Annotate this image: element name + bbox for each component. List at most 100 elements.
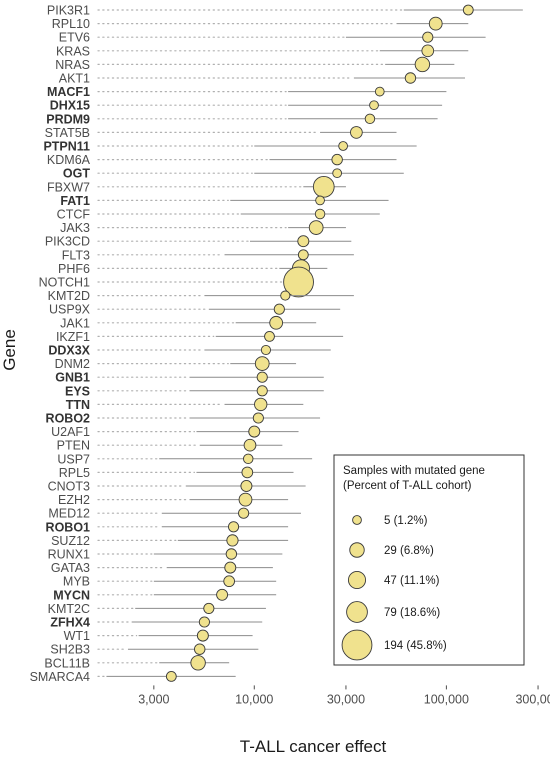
gene-label: RUNX1 (48, 548, 90, 562)
effect-point (198, 616, 210, 628)
effect-point (350, 126, 363, 139)
effect-point (254, 356, 270, 371)
effect-point (196, 629, 209, 642)
effect-point (297, 249, 309, 261)
gene-row: PIK3CD (45, 235, 352, 249)
gene-label: AKT1 (59, 72, 90, 86)
effect-point (256, 385, 268, 397)
gene-label: PTPN11 (43, 140, 90, 154)
effect-point (190, 655, 206, 671)
gene-row: DDX3X (48, 344, 331, 358)
gene-label: TTN (66, 398, 90, 412)
effect-point (428, 16, 443, 31)
gene-row: USP9X (49, 303, 341, 317)
gene-row: ETV6 (59, 31, 486, 45)
legend-swatch (349, 542, 365, 558)
effect-point (283, 266, 314, 298)
gene-label: IKZF1 (56, 330, 90, 344)
x-axis: 3,000 10,000 30,000 100,000 300,000 (138, 685, 550, 706)
gene-row: EYS (65, 384, 324, 398)
gene-row: USP7 (57, 452, 313, 466)
gene-label: FAT1 (60, 194, 90, 208)
effect-point (241, 466, 254, 479)
legend-entry-label: 194 (45.8%) (384, 640, 447, 652)
gene-row: PTEN (57, 439, 283, 453)
gene-row: FAT1 (60, 194, 389, 208)
effect-point (421, 44, 435, 58)
gene-label: DHX15 (50, 99, 90, 113)
gene-label: KRAS (56, 44, 90, 58)
gene-label: ETV6 (59, 31, 90, 45)
gene-row: ZFHX4 (50, 616, 263, 630)
gene-row: MED12 (48, 507, 301, 521)
gene-row: ROBO1 (46, 520, 289, 534)
gene-label: CTCF (57, 208, 91, 222)
gene-label: KMT2C (48, 602, 90, 616)
legend-swatch (341, 629, 373, 661)
gene-row: IKZF1 (56, 330, 344, 344)
effect-point (165, 671, 177, 682)
gene-row: PRDM9 (46, 112, 438, 126)
gene-row: DNM2 (55, 356, 297, 371)
gene-label: EYS (65, 384, 90, 398)
legend: Samples with mutated gene (Percent of T-A… (333, 454, 525, 666)
x-tick-label: 10,000 (235, 692, 273, 706)
effect-point (242, 453, 254, 465)
effect-point (223, 575, 235, 588)
gene-row: FLT3 (62, 248, 354, 262)
gene-label: CNOT3 (48, 480, 90, 494)
gene-label: ROBO1 (46, 520, 91, 534)
gene-row: DHX15 (50, 99, 443, 113)
effect-point (228, 521, 240, 533)
effect-point (225, 548, 238, 560)
effect-point (238, 507, 250, 519)
effect-point (297, 235, 310, 248)
gene-row: MACF1 (47, 85, 447, 99)
effect-point (414, 56, 431, 73)
gene-label: MACF1 (47, 85, 90, 99)
gene-label: MYCN (53, 588, 90, 602)
x-tick-label: 300,000 (515, 692, 550, 706)
gene-row: RPL5 (59, 466, 294, 480)
effect-point (312, 175, 335, 198)
effect-point (256, 371, 268, 383)
gene-rows: PIK3R1RPL10ETV6KRASNRASAKT1MACF1DHX15PRD… (30, 4, 523, 684)
effect-point (254, 397, 268, 412)
gene-row: FBXW7 (47, 175, 346, 198)
gene-label: FBXW7 (47, 180, 90, 194)
effect-point (243, 438, 257, 452)
gene-label: EZH2 (58, 493, 90, 507)
gene-label: BCL11B (44, 656, 90, 670)
gene-row: GATA3 (51, 561, 273, 575)
legend-swatch (347, 570, 367, 590)
gene-row: MYB (63, 575, 277, 589)
gene-label: PRDM9 (46, 112, 90, 126)
gene-label: PHF6 (58, 262, 90, 276)
gene-label: SH2B3 (50, 643, 90, 657)
effect-point (216, 588, 229, 601)
gene-row: PIK3R1 (47, 4, 523, 18)
effect-point (314, 208, 326, 220)
gene-label: NRAS (55, 58, 90, 72)
gene-row: TTN (66, 397, 304, 412)
effect-point (248, 425, 261, 438)
effect-point (332, 168, 343, 179)
legend-title: Samples with mutated gene (343, 465, 485, 477)
effect-point (194, 643, 206, 655)
gene-row: KDM6A (47, 153, 397, 167)
legend-swatch (352, 515, 362, 525)
gene-row: AKT1 (59, 72, 466, 86)
gene-label: SUZ12 (51, 534, 90, 548)
effect-point (369, 100, 379, 111)
gene-label: JAK3 (60, 221, 90, 235)
gene-row: ROBO2 (46, 412, 321, 426)
legend-swatch (346, 601, 368, 623)
x-tick-label: 3,000 (138, 692, 169, 706)
effect-point (269, 315, 284, 330)
gene-row: OGT (63, 167, 404, 181)
gene-label: DDX3X (48, 344, 90, 358)
gene-row: KMT2D (48, 289, 354, 303)
gene-row: SH2B3 (50, 643, 259, 657)
x-tick-label: 30,000 (327, 692, 365, 706)
